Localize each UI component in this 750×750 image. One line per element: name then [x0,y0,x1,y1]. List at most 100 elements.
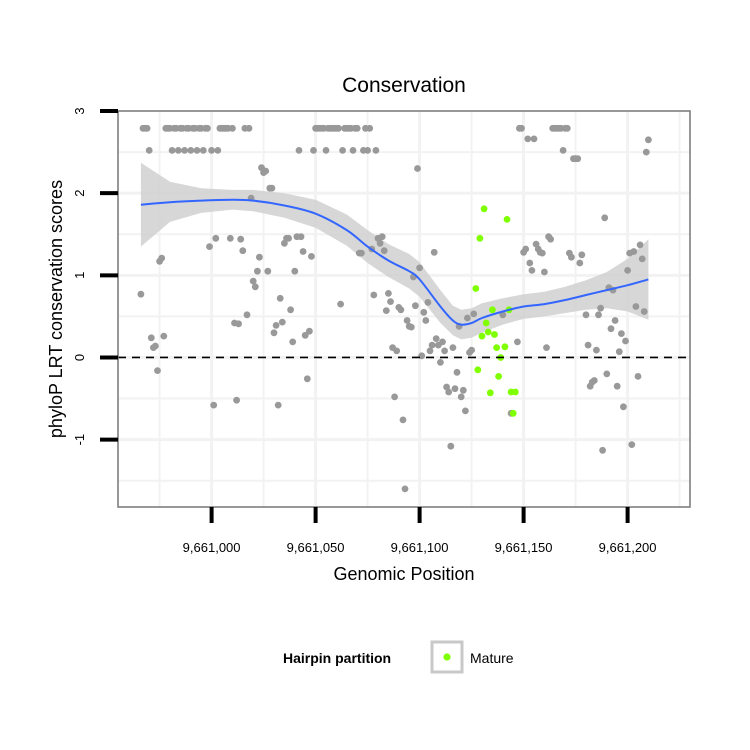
data-point [204,124,211,132]
data-point [295,147,303,154]
data-point [518,124,525,132]
data-point [276,294,284,302]
data-point [264,267,272,275]
data-point [422,317,430,324]
data-point [428,341,436,349]
data-point [291,267,299,275]
data-point [453,368,461,376]
data-point [285,234,292,242]
data-point [199,147,207,154]
x-tick-label: 9,661,200 [599,540,657,555]
data-point [243,311,251,319]
data-point [464,314,471,322]
legend-title: Hairpin partition [283,650,391,666]
data-point [459,386,467,394]
data-point [372,147,380,154]
data-point [559,147,567,154]
confidence-band [140,162,649,340]
data-point [445,388,453,396]
data-point [376,239,384,247]
legend-mature-swatch [443,653,451,661]
data-point [437,359,444,366]
data-point [620,403,627,411]
data-point [457,393,465,401]
data-point [613,382,621,390]
data-point [256,253,263,261]
data-point [611,317,619,324]
x-tick-label: 9,661,050 [287,540,345,555]
data-point [462,407,469,415]
data-point [634,373,642,380]
data-point [636,241,644,249]
data-point [168,147,176,154]
data-point [645,136,652,144]
mature-point [491,331,498,338]
data-point [624,267,631,274]
chart-title: Conservation [342,74,466,97]
data-point [187,147,195,154]
plot-frame [117,110,691,508]
data-point [251,283,259,291]
data-point [642,148,650,156]
data-point [590,377,598,384]
data-point [208,147,216,154]
data-point [245,124,253,132]
data-point [322,147,330,154]
data-point [582,311,590,319]
data-point [181,147,189,154]
data-point [358,249,365,257]
data-point [174,147,182,154]
data-point [385,290,392,297]
data-point [274,401,282,409]
data-point [407,323,415,331]
data-point [145,147,153,154]
y-tick-label: 2 [72,190,87,197]
data-point [289,338,297,346]
data-point [601,214,609,222]
data-point [299,248,307,255]
y-tick-label: -1 [72,434,87,446]
mature-point [478,332,486,340]
data-point [226,234,234,242]
data-point [426,347,434,355]
data-point [528,267,536,274]
data-point [301,331,309,339]
data-point [137,290,145,298]
data-point [397,306,405,314]
data-point [439,338,446,346]
data-point [424,299,432,306]
data-point [430,248,438,256]
data-point [599,446,606,454]
x-axis-label: Genomic Position [333,564,474,584]
data-point [303,375,311,383]
data-point [618,330,625,337]
mature-point [503,216,511,223]
y-tick-label: 3 [72,107,87,114]
data-point [576,259,584,267]
data-point [237,235,245,243]
data-point [249,277,257,285]
data-point [568,253,575,261]
data-point [403,317,411,324]
mature-point [493,344,500,351]
mature-point [486,389,494,397]
mature-point [482,319,490,327]
data-point [578,251,586,259]
data-point [268,184,276,192]
data-point [420,308,428,316]
data-point [239,247,247,255]
data-point [387,298,394,305]
data-point [563,124,571,132]
data-point [366,124,374,132]
data-point [449,344,457,351]
data-point [337,300,344,308]
data-point [380,247,388,255]
data-point [147,334,155,342]
data-point [522,245,530,253]
data-point [638,255,646,263]
axis-ticks: 9,661,000 9,661,050 9,661,100 9,661,150 9,66… [72,107,657,555]
mature-point [472,285,480,292]
data-point [229,124,236,132]
data-point [615,348,623,356]
